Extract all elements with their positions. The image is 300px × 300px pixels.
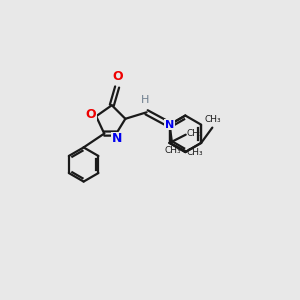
- Text: H: H: [141, 95, 150, 105]
- Text: CH₃: CH₃: [187, 129, 203, 138]
- Text: CH₃: CH₃: [164, 146, 181, 155]
- Text: CH₃: CH₃: [205, 115, 221, 124]
- Text: O: O: [85, 108, 96, 121]
- Text: O: O: [113, 70, 123, 83]
- Text: N: N: [112, 132, 122, 145]
- Text: CH₃: CH₃: [187, 148, 203, 157]
- Text: N: N: [165, 120, 174, 130]
